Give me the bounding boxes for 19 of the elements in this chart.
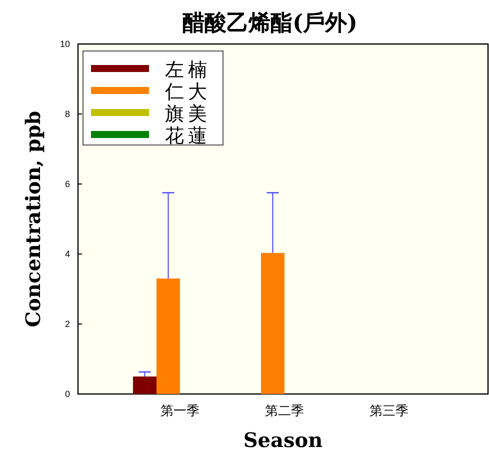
legend-label: 旗美 [165, 103, 211, 125]
y-tick-label: 8 [64, 109, 70, 119]
bar [156, 278, 180, 394]
legend-label: 仁大 [164, 81, 211, 103]
legend-label: 花蓮 [165, 125, 211, 147]
x-axis-title: Season [243, 428, 324, 451]
y-tick-label: 4 [64, 249, 70, 259]
bar [261, 252, 284, 394]
y-axis-title: Concentration, ppb [21, 110, 45, 328]
y-tick-label: 6 [64, 179, 70, 189]
y-tick-label: 10 [60, 39, 70, 49]
x-tick-label: 第三季 [370, 404, 408, 419]
x-tick-label: 第一季 [160, 404, 200, 419]
bar [133, 376, 156, 394]
legend-label: 左楠 [165, 59, 211, 81]
chart-title: 醋酸乙烯酯(戶外) [182, 10, 358, 36]
y-tick-label: 0 [64, 389, 70, 399]
y-tick-label: 2 [64, 319, 70, 329]
x-tick-label: 第二季 [265, 404, 304, 419]
